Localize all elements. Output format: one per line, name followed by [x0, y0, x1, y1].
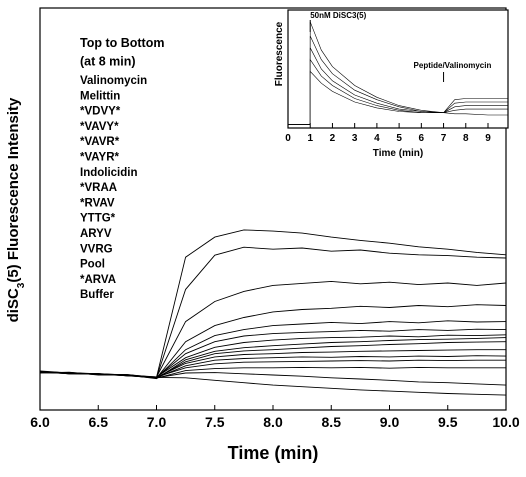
x-tick-label: 3	[352, 133, 358, 144]
legend-entry: VVRG	[80, 243, 113, 255]
data-line	[39, 304, 507, 379]
legend-entry: Valinomycin	[80, 75, 147, 87]
data-line	[288, 70, 508, 125]
x-tick-label: 0	[285, 133, 291, 144]
x-tick-label: 10.0	[492, 414, 519, 430]
legend-entry: *VRAA	[80, 182, 117, 194]
x-tick-label: 7.5	[205, 414, 225, 430]
x-tick-label: 5	[396, 133, 402, 144]
legend-entry: Melittin	[80, 90, 120, 102]
x-tick-label: 9	[485, 133, 491, 144]
legend-entry: Buffer	[80, 289, 114, 301]
x-axis-label: Time (min)	[228, 443, 319, 463]
legend-entry: Pool	[80, 259, 105, 271]
legend-entry: *VDVY*	[80, 106, 121, 118]
annotation: 50nM DiSC3(5)	[310, 11, 366, 20]
x-tick-label: 6.0	[30, 414, 50, 430]
legend-entry: *VAVY*	[80, 121, 119, 133]
legend-entry: *VAVR*	[80, 136, 120, 148]
x-tick-label: 8.0	[263, 414, 283, 430]
x-tick-label: 8	[463, 133, 469, 144]
legend-entry: YTTG*	[80, 213, 116, 225]
data-line	[288, 21, 508, 125]
y-label-part: (5) Fluorescence Intensity	[5, 97, 22, 283]
annotation: Peptide/Valinomycin	[414, 61, 492, 70]
x-tick-label: 2	[330, 133, 336, 144]
y-label-subscript: 3	[16, 282, 27, 288]
x-axis-label: Time (min)	[373, 148, 423, 159]
legend-title: Top to Bottom	[80, 36, 164, 50]
x-tick-label: 4	[374, 133, 380, 144]
legend-entry: Indolicidin	[80, 167, 138, 179]
x-tick-label: 7	[441, 133, 447, 144]
x-tick-label: 6.5	[89, 414, 109, 430]
x-tick-label: 6	[419, 133, 425, 144]
y-axis-label: diSC3(5) Fluorescence Intensity	[5, 97, 27, 322]
x-tick-label: 1	[307, 133, 313, 144]
data-line	[39, 349, 506, 378]
data-line	[39, 370, 507, 396]
legend-entry: ARYV	[80, 228, 112, 240]
plot-frame	[287, 9, 509, 129]
x-tick-label: 9.5	[438, 414, 458, 430]
legend-entry: *RVAV	[80, 197, 115, 209]
data-line	[39, 246, 507, 379]
x-tick-label: 7.0	[147, 414, 167, 430]
data-line	[39, 366, 506, 379]
legend-entry: *ARVA	[80, 274, 116, 286]
x-tick-label: 9.0	[380, 414, 400, 430]
legend-entry: *VAYR*	[80, 152, 120, 164]
data-line	[288, 47, 508, 125]
data-line	[288, 58, 508, 125]
x-tick-label: 8.5	[322, 414, 342, 430]
y-label-part: diSC	[5, 288, 22, 322]
data-line	[39, 341, 507, 379]
data-line	[288, 35, 508, 125]
y-axis-label: Fluorescence	[274, 21, 285, 86]
legend-title: (at 8 min)	[80, 55, 136, 69]
